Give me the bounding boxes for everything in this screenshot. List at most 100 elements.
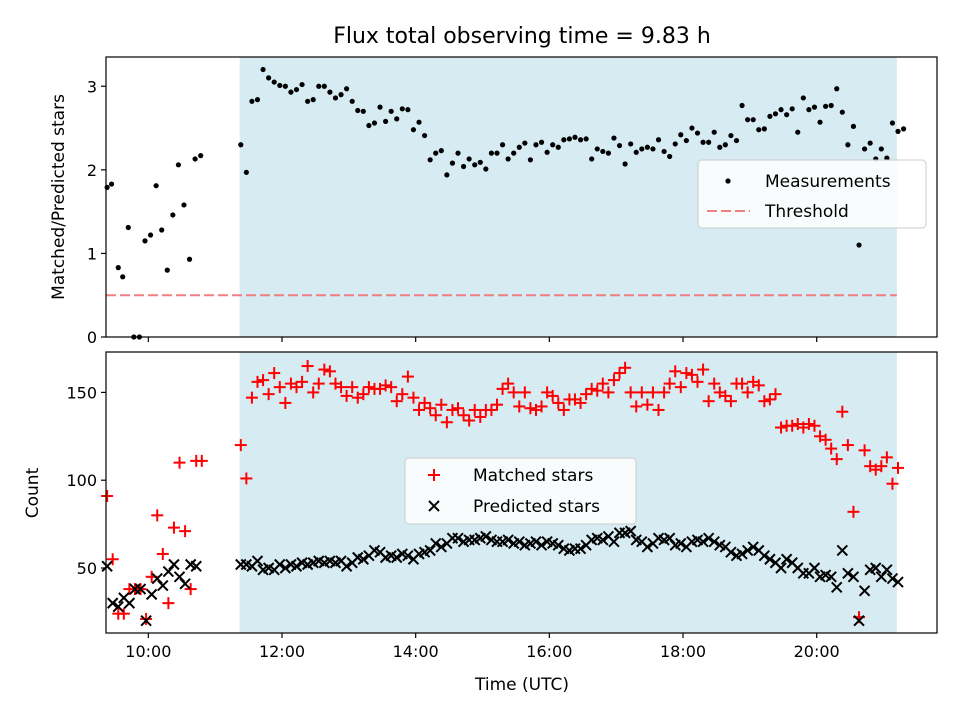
matched-star-point [691, 375, 704, 388]
x-b [123, 597, 136, 609]
matched-star-point [418, 396, 431, 409]
measurement-point [722, 142, 728, 148]
measurement-point [800, 95, 806, 101]
measurement-point [572, 134, 578, 140]
measurement-point [405, 107, 411, 113]
measurement-point [795, 129, 801, 135]
matched-star-point [580, 388, 593, 401]
x-b [190, 560, 202, 572]
matched-star-point [485, 403, 498, 416]
x-b [892, 576, 904, 588]
x-b [118, 592, 130, 604]
x-b [741, 544, 754, 557]
measurement-point [104, 184, 110, 190]
measurement-point [499, 142, 506, 148]
predicted-star-point [858, 585, 871, 597]
measurement-point [477, 159, 483, 165]
measurement-point [388, 108, 394, 114]
measurement-point [254, 97, 261, 103]
matched-star-point [323, 365, 336, 378]
matched-star-point [474, 410, 487, 423]
x-b [335, 555, 347, 567]
x-b [285, 558, 297, 571]
measurement-point [550, 142, 556, 148]
measurement-point [533, 142, 539, 148]
x-b [719, 541, 732, 553]
x-b [385, 550, 397, 562]
predicted-star-point [151, 572, 163, 585]
x-b [842, 567, 854, 579]
measurement-point [494, 150, 500, 156]
matched-star-point [167, 521, 180, 534]
matched-star-point [435, 398, 448, 411]
measurement-point [147, 232, 154, 238]
measurement-point [416, 119, 422, 125]
x-b [630, 534, 642, 546]
x-b [780, 553, 793, 565]
predicted-star-point [106, 597, 119, 609]
predicted-star-point [825, 571, 837, 583]
matched-star-point [841, 439, 854, 452]
x-b [435, 541, 448, 553]
matched-star-point [245, 391, 258, 404]
top-legend-box [697, 159, 927, 229]
measurement-point [516, 144, 522, 150]
predicted-star-point [168, 558, 180, 571]
matched-star-point [357, 388, 370, 401]
matched-star-point [880, 451, 893, 464]
measurement-point [249, 98, 255, 104]
predicted-star-point [402, 550, 414, 562]
matched-star-point [290, 381, 303, 394]
matched-star-point [630, 400, 643, 413]
predicted-star-point [702, 532, 715, 544]
measurement-point [472, 162, 478, 168]
x-b [173, 571, 186, 583]
measurement-point [164, 267, 170, 273]
measurement-point [667, 153, 673, 160]
predicted-star-point [870, 562, 882, 574]
measurement-point [839, 109, 845, 115]
x-b [480, 530, 492, 543]
predicted-star-point [123, 597, 136, 609]
x-b [652, 532, 665, 544]
matched-star-point [619, 361, 632, 374]
x-b [274, 558, 286, 571]
matched-star-point [680, 367, 693, 380]
matched-star-point [502, 377, 515, 390]
measurement-point [566, 136, 572, 142]
measurement-point [678, 132, 684, 138]
matched-star-point [663, 377, 676, 390]
x-b [530, 535, 542, 548]
matched-star-point [624, 386, 637, 399]
matched-star-point [452, 402, 465, 415]
top-y-ticks: 0 1 2 3 [87, 77, 106, 347]
matched-star-point [736, 377, 749, 390]
measurement-point [878, 146, 884, 152]
matched-star-point [173, 456, 186, 469]
measurement-point [238, 142, 244, 148]
x-b [101, 560, 113, 572]
predicted-star-point [430, 537, 442, 550]
matched-star-point [775, 421, 788, 434]
x-b [374, 546, 386, 558]
matched-star-point [524, 402, 537, 415]
measurement-point [583, 136, 589, 142]
x-b [391, 551, 403, 564]
matched-star-point [490, 398, 503, 411]
matched-star-point [875, 460, 888, 473]
matched-star-point [836, 405, 849, 418]
predicted-star-point [145, 588, 158, 601]
predicted-star-point [725, 546, 737, 558]
matched-star-point [335, 381, 348, 394]
predicted-star-point [847, 571, 860, 583]
predicted-star-point [101, 560, 113, 572]
matched-star-point [669, 365, 682, 378]
predicted-star-point [608, 535, 620, 548]
x-b [430, 537, 442, 550]
predicted-star-point [552, 539, 564, 551]
measurement-point [466, 156, 472, 162]
x-tick-label: 20:00 [794, 642, 840, 661]
x-b [296, 557, 308, 569]
matched-star-point [151, 509, 164, 522]
matched-star-point [257, 374, 270, 387]
